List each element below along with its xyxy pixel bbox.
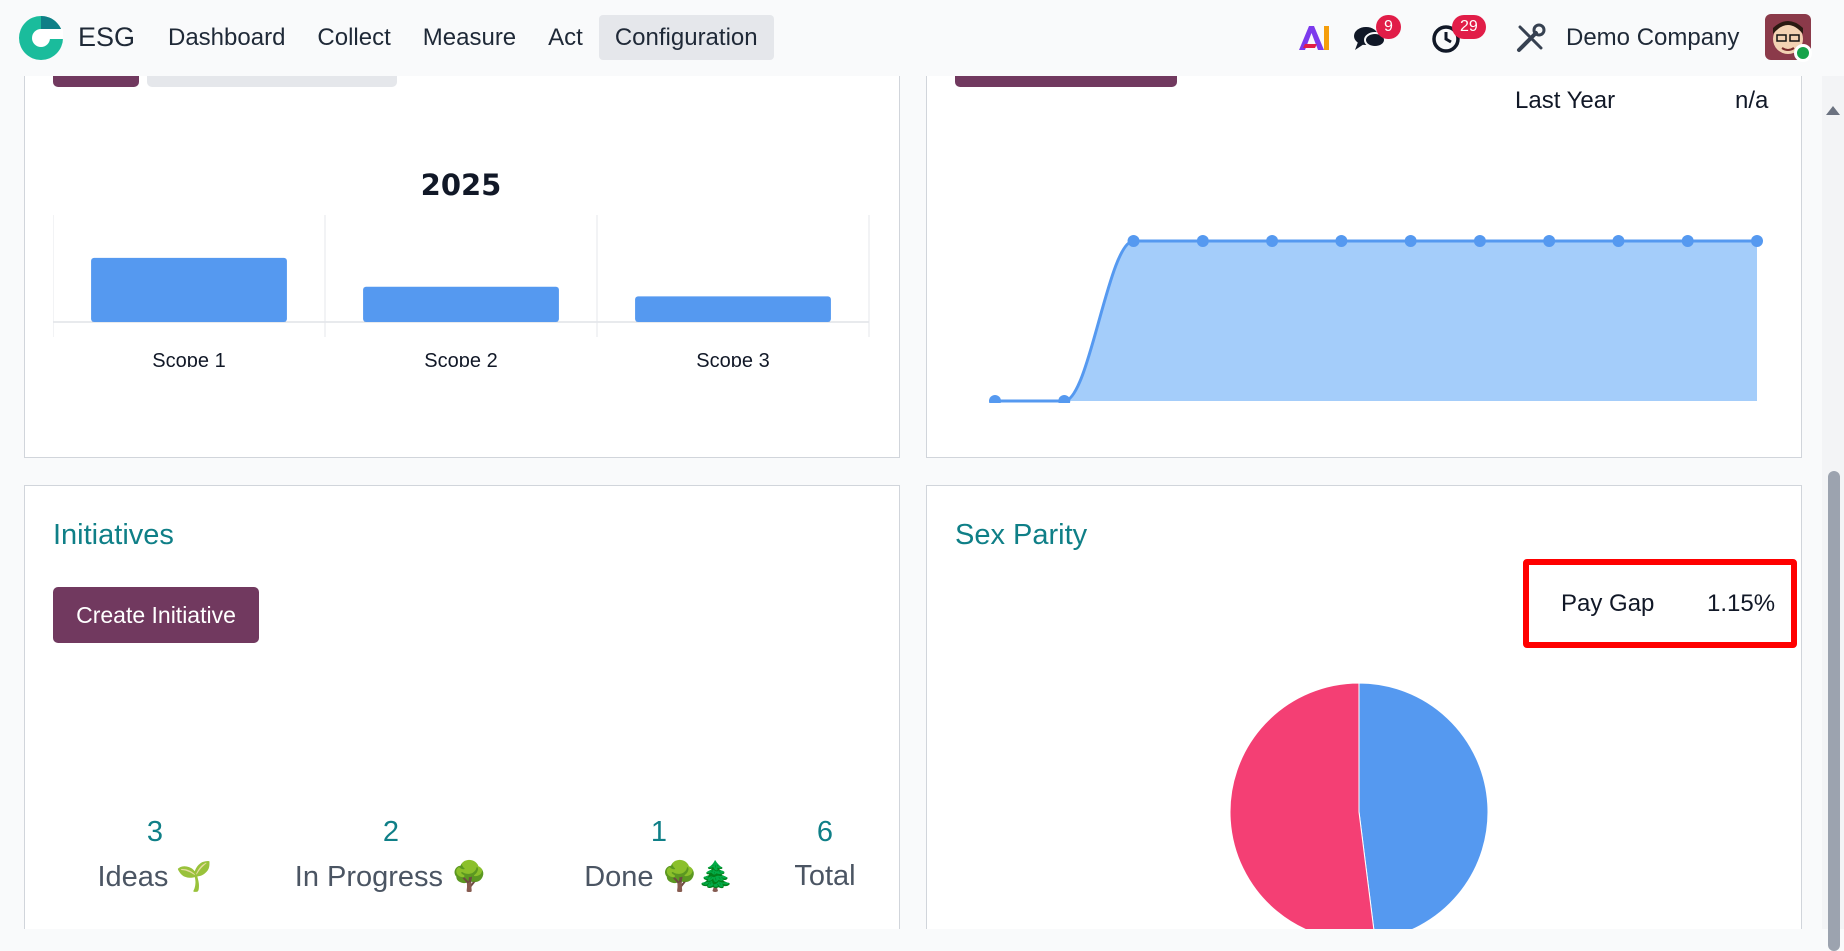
area-point-4[interactable]: [1196, 235, 1209, 247]
area-series-line: [995, 239, 1757, 403]
stat-done-label[interactable]: Done 🌳🌲: [584, 861, 734, 893]
area-point-5[interactable]: [1266, 235, 1279, 247]
bar-chart-title: 2025: [421, 168, 502, 202]
company-switcher[interactable]: Demo Company: [1566, 24, 1740, 51]
scope-bar-chart: 2025 Scope 1 Scope 2 Scope 3: [53, 168, 870, 367]
messages-badge: 9: [1376, 15, 1401, 39]
area-point-12[interactable]: [1751, 235, 1763, 247]
bar-scope-1[interactable]: [91, 257, 287, 322]
trend-card: Last Year n/a: [926, 76, 1802, 458]
stat-ideas-count[interactable]: 3: [146, 816, 164, 848]
online-status-indicator: [1794, 44, 1812, 62]
stat-total-count[interactable]: 6: [816, 816, 834, 848]
dashboard-content: 2025 Scope 1 Scope 2 Scope 3 Last Year n/a…: [0, 76, 1844, 929]
bar-tick-label: Scope 3: [696, 350, 769, 367]
area-point-10[interactable]: [1612, 235, 1625, 247]
area-point-6[interactable]: [1335, 235, 1348, 247]
page-scrollbar[interactable]: [1822, 76, 1844, 951]
menu-configuration[interactable]: Configuration: [598, 15, 774, 60]
last-year-value: n/a: [1735, 87, 1769, 114]
pie-slice-male[interactable]: [1358, 682, 1489, 929]
menu-dashboard[interactable]: Dashboard: [168, 24, 286, 51]
sex-parity-card: Sex Parity Pay Gap 1.15%: [926, 485, 1802, 929]
bar-scope-3[interactable]: [635, 296, 831, 322]
initiatives-title: Initiatives: [53, 519, 174, 551]
bar-scope-2[interactable]: [363, 286, 559, 322]
trend-primary-button[interactable]: [955, 76, 1177, 87]
trend-area-chart: [989, 235, 1763, 403]
sex-parity-pie-chart: [1229, 682, 1489, 929]
tools-icon[interactable]: [1514, 22, 1548, 54]
esg-app-logo[interactable]: [18, 15, 66, 61]
menu-measure[interactable]: Measure: [422, 24, 517, 51]
stat-total-label[interactable]: Total: [794, 860, 856, 892]
top-navbar: ESG Dashboard Collect Measure Act Config…: [0, 0, 1844, 76]
last-year-label: Last Year: [1515, 87, 1616, 114]
activity-clock-icon[interactable]: [1430, 22, 1464, 54]
scroll-up-arrow[interactable]: [1826, 106, 1840, 115]
stat-in-progress-label[interactable]: In Progress 🌳: [294, 861, 488, 893]
area-point-8[interactable]: [1473, 235, 1486, 247]
area-point-2[interactable]: [1058, 395, 1071, 403]
area-point-3[interactable]: [1127, 235, 1140, 247]
pay-gap-label: Pay Gap: [1561, 590, 1655, 617]
messages-icon[interactable]: [1353, 22, 1387, 54]
area-point-7[interactable]: [1404, 235, 1417, 247]
emissions-secondary-button[interactable]: [147, 76, 397, 87]
activities-badge: 29: [1452, 15, 1486, 39]
main-menu: Dashboard Collect Measure Act Configurat…: [152, 15, 774, 60]
stat-ideas-label[interactable]: Ideas 🌱: [97, 861, 213, 893]
scroll-thumb[interactable]: [1828, 471, 1840, 951]
pay-gap-highlight: [1523, 559, 1797, 648]
app-name[interactable]: ESG: [78, 22, 136, 52]
sex-parity-title: Sex Parity: [955, 519, 1088, 551]
menu-collect[interactable]: Collect: [317, 24, 391, 51]
menu-act[interactable]: Act: [548, 24, 583, 51]
emissions-primary-button[interactable]: [53, 76, 139, 87]
area-point-11[interactable]: [1681, 235, 1694, 247]
stat-in-progress-count[interactable]: 2: [382, 816, 400, 848]
initiatives-card: Initiatives Create Initiative 3 Ideas 🌱 …: [24, 485, 900, 929]
area-point-9[interactable]: [1543, 235, 1556, 247]
bar-tick-label: Scope 1: [152, 350, 225, 367]
area-fill: [995, 241, 1757, 401]
pie-slice-female[interactable]: [1229, 682, 1375, 929]
pay-gap-value: 1.15%: [1707, 590, 1776, 617]
create-initiative-button[interactable]: Create Initiative: [53, 587, 259, 643]
stat-done-count[interactable]: 1: [650, 816, 668, 848]
emissions-card: 2025 Scope 1 Scope 2 Scope 3: [24, 76, 900, 458]
ai-icon[interactable]: [1297, 22, 1331, 54]
area-point-1[interactable]: [989, 395, 1001, 403]
bar-tick-label: Scope 2: [424, 350, 497, 367]
